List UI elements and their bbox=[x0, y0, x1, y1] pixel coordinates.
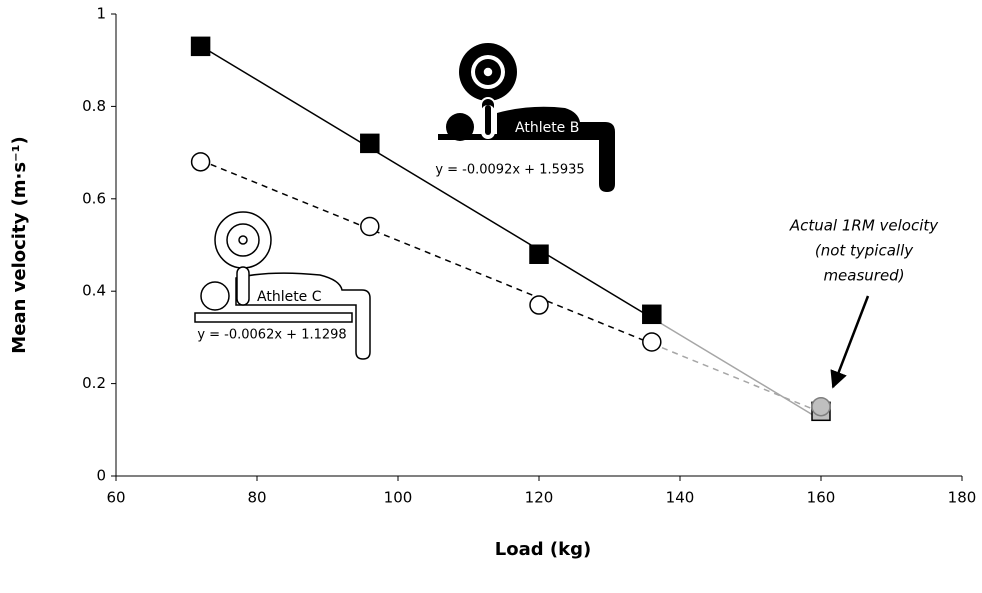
data-point bbox=[361, 218, 379, 236]
y-tick-label: 0.4 bbox=[82, 282, 106, 300]
y-tick-label: 0 bbox=[96, 467, 106, 485]
x-tick-label: 60 bbox=[106, 489, 125, 507]
y-axis-title: Mean velocity (m·s⁻¹) bbox=[9, 136, 30, 353]
data-point bbox=[530, 296, 548, 314]
y-tick-label: 0.6 bbox=[82, 189, 106, 207]
trendline-extension bbox=[652, 344, 821, 413]
annotation: (not typically bbox=[815, 242, 914, 260]
x-tick-label: 100 bbox=[384, 489, 413, 507]
series-label: Athlete B bbox=[515, 120, 579, 136]
y-tick-label: 1 bbox=[96, 5, 106, 23]
data-point bbox=[530, 245, 548, 263]
x-tick-label: 140 bbox=[666, 489, 695, 507]
annotation: Actual 1RM velocity bbox=[789, 217, 939, 235]
trendline-equation: y = -0.0062x + 1.1298 bbox=[197, 328, 346, 343]
chart: Athlete B y = -0.0092x + 1.5935 Athlete … bbox=[0, 0, 982, 593]
trendline-equation: y = -0.0092x + 1.5935 bbox=[435, 163, 584, 178]
x-tick-label: 120 bbox=[525, 489, 554, 507]
data-point bbox=[361, 134, 379, 152]
data-point bbox=[812, 398, 830, 416]
annotation: measured) bbox=[823, 267, 904, 285]
x-tick-label: 160 bbox=[807, 489, 836, 507]
series-label: Athlete C bbox=[257, 289, 322, 305]
annotation-arrow bbox=[833, 296, 868, 387]
x-axis-title: Load (kg) bbox=[495, 539, 591, 560]
data-point bbox=[192, 153, 210, 171]
y-tick-label: 0.2 bbox=[82, 374, 106, 392]
y-tick-label: 0.8 bbox=[82, 97, 106, 115]
data-point bbox=[643, 305, 661, 323]
trendline-extension bbox=[652, 318, 821, 420]
x-tick-label: 180 bbox=[948, 489, 977, 507]
x-tick-label: 80 bbox=[247, 489, 266, 507]
data-point bbox=[192, 37, 210, 55]
data-point bbox=[643, 333, 661, 351]
page: Athlete B y = -0.0092x + 1.5935 Athlete … bbox=[0, 0, 982, 593]
